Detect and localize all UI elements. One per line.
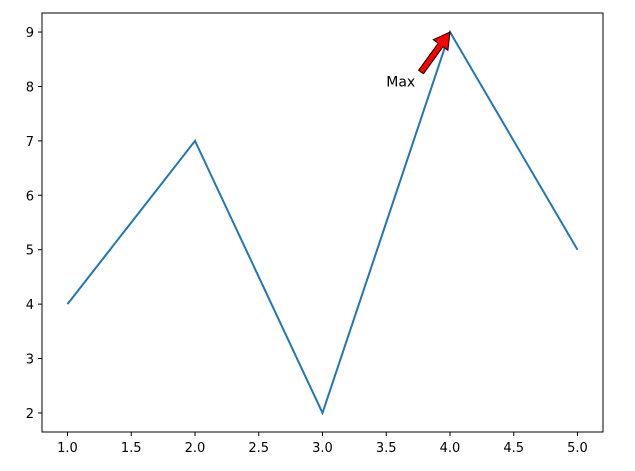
x-tick-label: 4.5 <box>503 441 524 456</box>
y-tick-label: 6 <box>26 189 34 204</box>
x-tick-label: 1.0 <box>57 441 78 456</box>
y-tick-label: 4 <box>26 298 34 313</box>
y-tick-label: 5 <box>26 244 34 259</box>
y-tick-label: 2 <box>26 407 34 422</box>
x-tick-label: 3.0 <box>312 441 333 456</box>
y-tick-label: 7 <box>26 135 34 150</box>
x-tick-label: 3.5 <box>376 441 397 456</box>
annotation-arrow <box>417 31 451 75</box>
x-tick-label: 1.5 <box>121 441 142 456</box>
y-tick-label: 9 <box>26 26 34 41</box>
series-line <box>66 29 579 416</box>
axes-frame <box>41 12 604 433</box>
x-tick-label: 5.0 <box>567 441 588 456</box>
y-tick-label: 8 <box>26 80 34 95</box>
annotation-text: Max <box>386 74 415 90</box>
x-tick-label: 2.5 <box>248 441 269 456</box>
y-tick-label: 3 <box>26 353 34 368</box>
x-tick-label: 4.0 <box>440 441 461 456</box>
x-tick-label: 2.0 <box>185 441 206 456</box>
